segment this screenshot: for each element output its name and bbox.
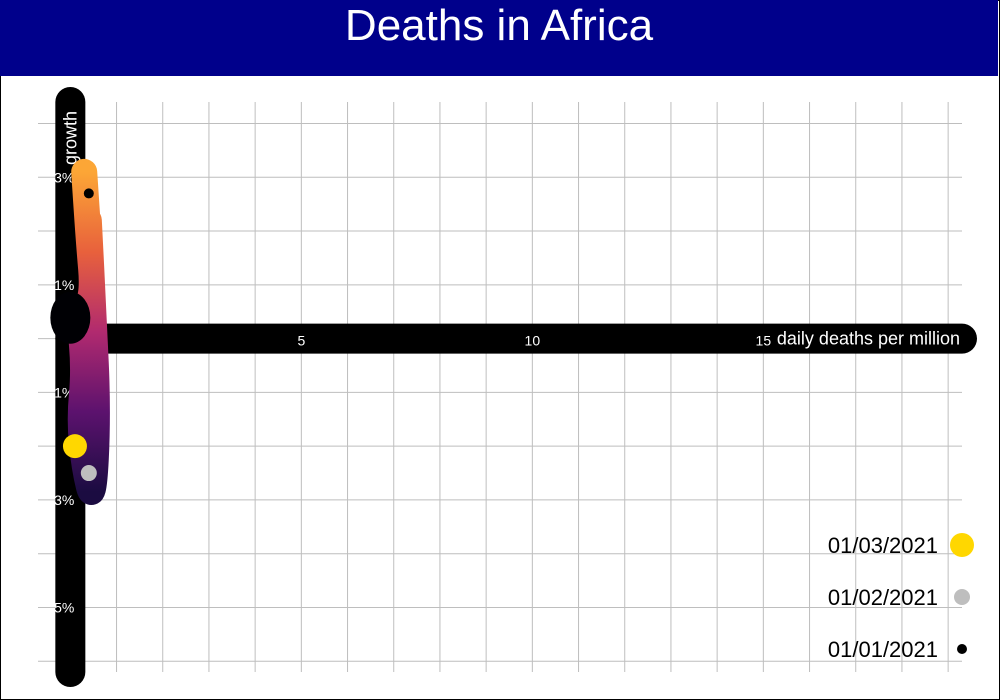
legend-marker: [950, 533, 974, 557]
title-bar: Deaths in Africa: [0, 0, 998, 76]
legend-label: 01/02/2021: [828, 585, 938, 610]
legend-label: 01/01/2021: [828, 637, 938, 662]
y-axis-label: growth: [60, 111, 80, 165]
y-tick-label: 3%: [54, 169, 74, 185]
x-axis-label: daily deaths per million: [777, 329, 960, 349]
axes: 5 10 15 3% 1% -1% -3% -5% daily deaths per milli…: [49, 87, 977, 687]
trajectory-path: [67, 158, 110, 505]
y-tick-label: -1%: [49, 384, 74, 400]
legend-marker: [954, 589, 970, 605]
data-point: [62, 434, 87, 459]
x-tick-label: 5: [297, 333, 305, 349]
data-point: [80, 465, 97, 482]
trajectory-current-marker: [50, 291, 91, 344]
data-points: [62, 188, 97, 482]
grid: [38, 102, 962, 672]
y-tick-label: -3%: [49, 492, 74, 508]
x-tick-label: 15: [756, 333, 772, 349]
chart-title: Deaths in Africa: [344, 1, 654, 50]
legend-marker: [957, 644, 967, 654]
legend-label: 01/03/2021: [828, 533, 938, 558]
trajectory: [50, 158, 110, 505]
data-point: [83, 188, 94, 199]
y-tick-label: -5%: [49, 599, 74, 615]
x-tick-label: 10: [525, 333, 541, 349]
legend: 01/03/2021 01/02/2021 01/01/2021: [828, 533, 974, 662]
y-tick-label: 1%: [54, 277, 74, 293]
